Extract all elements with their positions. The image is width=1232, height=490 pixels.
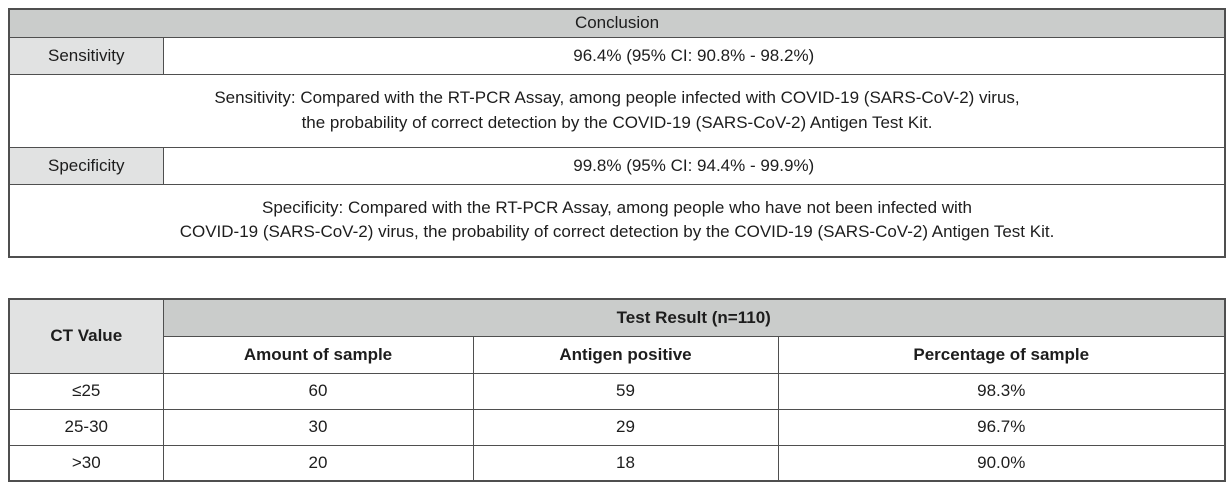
- table-row-ct-25-30: 25-30 30 29 96.7%: [8, 408, 1226, 446]
- percentage-cell: 96.7%: [777, 408, 1226, 446]
- ct-value-cell: ≤25: [8, 372, 164, 410]
- percentage-of-sample-header: Percentage of sample: [777, 335, 1226, 374]
- test-result-header: Test Result (n=110): [162, 298, 1226, 337]
- positive-cell: 18: [472, 444, 779, 482]
- sensitivity-note-line1: Sensitivity: Compared with the RT-PCR As…: [214, 88, 1020, 107]
- conclusion-table-title: Conclusion: [8, 8, 1226, 38]
- sensitivity-note-line2: the probability of correct detection by …: [301, 112, 933, 132]
- specificity-note-line1: Specificity: Compared with the RT-PCR As…: [262, 197, 972, 217]
- sensitivity-note: Sensitivity: Compared with the RT-PCR As…: [8, 73, 1226, 148]
- table-row-ct-le25: ≤25 60 59 98.3%: [8, 372, 1226, 410]
- specificity-value: 99.8% (95% CI: 94.4% - 99.9%): [162, 146, 1226, 185]
- amount-of-sample-header: Amount of sample: [162, 335, 474, 374]
- positive-cell: 59: [472, 372, 779, 410]
- antigen-positive-header: Antigen positive: [472, 335, 779, 374]
- ct-value-cell: >30: [8, 444, 164, 482]
- ct-value-header: CT Value: [8, 298, 164, 374]
- ct-value-cell: 25-30: [8, 408, 164, 446]
- percentage-cell: 90.0%: [777, 444, 1226, 482]
- conclusion-table: Conclusion Sensitivity 96.4% (95% CI: 90…: [8, 8, 1227, 258]
- table-row-ct-gt30: >30 20 18 90.0%: [8, 444, 1226, 482]
- ct-value-table: CT Value Test Result (n=110) Amount of s…: [8, 298, 1226, 482]
- positive-cell: 29: [472, 408, 779, 446]
- sensitivity-value: 96.4% (95% CI: 90.8% - 98.2%): [162, 36, 1226, 75]
- specificity-note-line2: COVID-19 (SARS-CoV-2) virus, the probabi…: [179, 222, 1055, 242]
- specificity-note: Specificity: Compared with the RT-PCR As…: [8, 183, 1226, 258]
- amount-cell: 60: [162, 372, 474, 410]
- amount-cell: 20: [162, 444, 474, 482]
- amount-cell: 30: [162, 408, 474, 446]
- sensitivity-label: Sensitivity: [8, 36, 164, 75]
- specificity-label: Specificity: [8, 146, 164, 185]
- percentage-cell: 98.3%: [777, 372, 1226, 410]
